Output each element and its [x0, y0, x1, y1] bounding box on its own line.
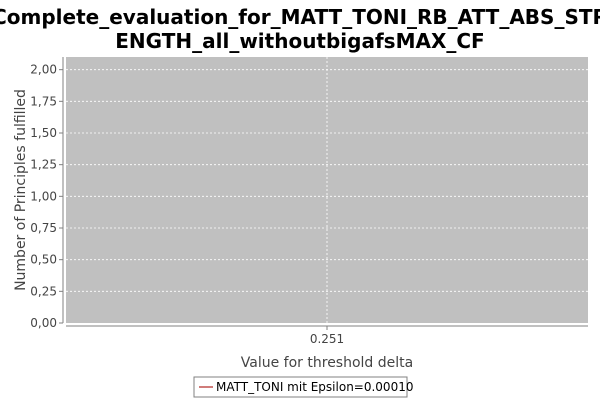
x-tick-label-0: 0.251: [310, 332, 344, 346]
y-axis-label: Number of Principles fulfilled: [13, 89, 29, 291]
y-tick-label-0: 0,00: [30, 316, 57, 330]
y-tick-label-2: 0,50: [30, 253, 57, 267]
y-axis-ticks: 0,00 0,25 0,50 0,75 1,00 1,25 1,50 1,75 2,00: [30, 63, 63, 330]
plot-area: 0,00 0,25 0,50 0,75 1,00 1,25 1,50 1,75 2,00 0.2…: [30, 57, 588, 346]
chart-title-line-2: ENGTH_all_withoutbigafsMAX_CF: [115, 29, 484, 53]
legend: MATT_TONI mit Epsilon=0.00010: [193, 376, 413, 398]
legend-box: [193, 376, 408, 398]
legend-entry-label: MATT_TONI mit Epsilon=0.00010: [216, 380, 413, 394]
y-tick-label-7: 1,75: [30, 94, 57, 108]
y-tick-label-5: 1,25: [30, 158, 57, 172]
x-axis-label: Value for threshold delta: [241, 355, 413, 371]
chart-title: Complete_evaluation_for_MATT_TONI_RB_ATT…: [0, 5, 600, 53]
y-tick-label-6: 1,50: [30, 126, 57, 140]
y-tick-label-8: 2,00: [30, 63, 57, 77]
chart-title-line-1: Complete_evaluation_for_MATT_TONI_RB_ATT…: [0, 5, 600, 29]
y-tick-label-4: 1,00: [30, 189, 57, 203]
y-tick-label-3: 0,75: [30, 221, 57, 235]
y-tick-label-1: 0,25: [30, 284, 57, 298]
grid-lines: [66, 57, 588, 323]
x-axis-ticks: 0.251: [310, 326, 344, 346]
